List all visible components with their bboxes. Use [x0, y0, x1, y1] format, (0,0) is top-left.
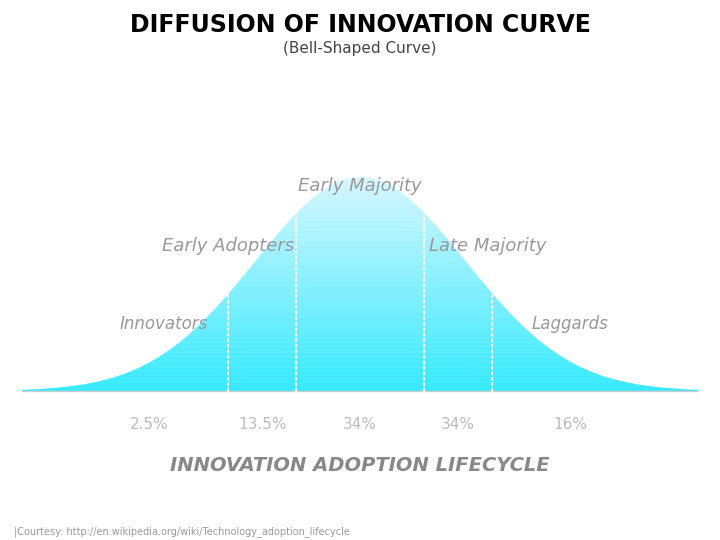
Text: Laggards: Laggards	[531, 315, 608, 333]
Text: (Bell-Shaped Curve): (Bell-Shaped Curve)	[283, 40, 437, 56]
Text: 34%: 34%	[343, 417, 377, 431]
Text: 2.5%: 2.5%	[130, 417, 168, 431]
Text: Late Majority: Late Majority	[429, 237, 546, 255]
Text: Early Majority: Early Majority	[298, 177, 422, 195]
Text: DIFFUSION OF INNOVATION CURVE: DIFFUSION OF INNOVATION CURVE	[130, 14, 590, 37]
Text: 13.5%: 13.5%	[238, 417, 287, 431]
Text: Early Adopters: Early Adopters	[162, 237, 294, 255]
Text: |Courtesy: http://en.wikipedia.org/wiki/Technology_adoption_lifecycle: |Courtesy: http://en.wikipedia.org/wiki/…	[14, 526, 350, 537]
Text: 34%: 34%	[441, 417, 474, 431]
Text: Innovators: Innovators	[120, 315, 207, 333]
Text: INNOVATION ADOPTION LIFECYCLE: INNOVATION ADOPTION LIFECYCLE	[170, 456, 550, 475]
Text: 16%: 16%	[554, 417, 588, 431]
